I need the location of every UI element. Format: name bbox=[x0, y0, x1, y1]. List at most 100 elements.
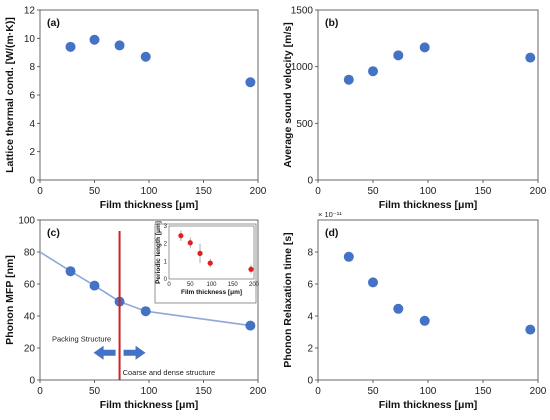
inset-x-tick-label: 0 bbox=[167, 282, 171, 288]
x-tick-label: 0 bbox=[315, 386, 321, 397]
y-tick-label: 500 bbox=[296, 119, 313, 130]
data-point bbox=[245, 320, 256, 331]
y-axis-label: Phonon MFP [nm] bbox=[4, 255, 16, 345]
data-point bbox=[89, 280, 100, 291]
panel-0: 0 50 100 150 200 0 2 4 6 8 10 12 Film thickness [μm]… bbox=[4, 6, 267, 212]
y-tick-label: 6 bbox=[307, 280, 313, 291]
data-point bbox=[245, 77, 256, 88]
x-tick-label: 150 bbox=[195, 186, 212, 197]
inset-data-point bbox=[187, 240, 193, 246]
inset-frame bbox=[168, 225, 255, 280]
y-tick-label: 12 bbox=[24, 6, 36, 17]
x-tick-label: 150 bbox=[195, 386, 212, 397]
inset-data-point bbox=[178, 233, 184, 239]
inset-y-axis-label: Periodic length [μm] bbox=[155, 221, 162, 284]
x-tick-label: 50 bbox=[89, 186, 101, 197]
data-point bbox=[89, 34, 100, 45]
x-tick-label: 50 bbox=[367, 186, 379, 197]
data-point bbox=[368, 66, 378, 77]
x-tick-label: 0 bbox=[315, 186, 321, 197]
y-tick-label: 0 bbox=[307, 376, 313, 387]
y-tick-label: 4 bbox=[29, 119, 35, 130]
data-point bbox=[419, 42, 430, 53]
plot-frame bbox=[39, 9, 259, 181]
inset-data-point bbox=[248, 266, 254, 272]
y-tick-label: 4 bbox=[307, 312, 313, 323]
x-tick-label: 50 bbox=[367, 386, 379, 397]
y-tick-label: 2 bbox=[307, 344, 313, 355]
y-tick-label: 80 bbox=[24, 248, 36, 259]
inset-y-tick-label: 1 bbox=[164, 259, 168, 265]
y-tick-label: 0 bbox=[29, 176, 35, 187]
data-point bbox=[140, 306, 151, 317]
data-point bbox=[114, 40, 125, 51]
panel-1: 0 50 100 150 200 0 500 1000 1500 Film thickness [… bbox=[282, 6, 547, 212]
x-axis-label: Film thickness [μm] bbox=[379, 199, 478, 211]
x-tick-label: 200 bbox=[250, 186, 267, 197]
x-axis-label: Film thickness [μm] bbox=[100, 199, 199, 211]
inset-box bbox=[154, 223, 257, 304]
inset-x-tick-label: 100 bbox=[206, 282, 217, 288]
plot-frame bbox=[317, 9, 539, 181]
inset-x-tick-label: 150 bbox=[228, 282, 239, 288]
inset-x-tick-label: 200 bbox=[249, 282, 260, 288]
inset-y-tick-label: 3 bbox=[164, 224, 168, 230]
data-point bbox=[65, 41, 76, 52]
panel-label: (d) bbox=[325, 227, 338, 239]
arrow-right-icon bbox=[123, 345, 146, 360]
x-tick-label: 100 bbox=[141, 386, 158, 397]
y-axis-label: Average sound velocity [m/s] bbox=[282, 22, 294, 168]
x-tick-label: 100 bbox=[141, 186, 158, 197]
x-tick-label: 100 bbox=[420, 186, 437, 197]
inset-x-axis-label: Film thickness [μm] bbox=[181, 289, 242, 296]
x-tick-label: 0 bbox=[37, 186, 43, 197]
data-point bbox=[368, 277, 378, 288]
data-point bbox=[525, 52, 536, 63]
x-axis-label: Film thickness [μm] bbox=[379, 399, 478, 411]
x-tick-label: 0 bbox=[37, 386, 43, 397]
y-tick-label: 8 bbox=[307, 248, 313, 259]
x-tick-label: 200 bbox=[530, 186, 547, 197]
y-tick-label: 60 bbox=[24, 280, 36, 291]
plot-frame bbox=[317, 219, 539, 381]
data-point bbox=[393, 303, 404, 314]
data-point bbox=[525, 324, 536, 335]
inset-chart: 0 50 100 150 200 0 1 2 3 Film thickness [μm] Perio… bbox=[154, 221, 260, 304]
data-point bbox=[140, 51, 151, 62]
x-tick-label: 50 bbox=[89, 386, 101, 397]
y-axis-label: Lattice thermal cond. [W/(m·K)] bbox=[4, 17, 16, 173]
y-tick-label: 2 bbox=[29, 147, 35, 158]
inset-data-point bbox=[207, 260, 213, 266]
y-scale-label: × 10⁻¹¹ bbox=[318, 210, 342, 219]
inset-data-point bbox=[197, 250, 203, 256]
x-tick-label: 200 bbox=[250, 386, 267, 397]
data-point bbox=[65, 266, 76, 277]
annotation-right: Coarse and dense structure bbox=[123, 368, 216, 377]
data-point bbox=[343, 251, 354, 262]
y-tick-label: 10 bbox=[24, 34, 36, 45]
y-tick-label: 8 bbox=[29, 62, 35, 73]
y-tick-label: 40 bbox=[24, 312, 36, 323]
x-axis-label: Film thickness [μm] bbox=[100, 399, 199, 411]
data-point bbox=[393, 50, 404, 61]
y-axis-label: Phonon Relaxation time [s] bbox=[282, 232, 294, 367]
inset-y-tick-label: 2 bbox=[164, 242, 168, 248]
x-tick-label: 100 bbox=[420, 386, 437, 397]
x-tick-label: 200 bbox=[530, 386, 547, 397]
data-point bbox=[419, 315, 430, 326]
x-tick-label: 150 bbox=[475, 386, 492, 397]
panel-label: (b) bbox=[325, 17, 338, 29]
trend-line bbox=[39, 251, 251, 327]
panel-label: (c) bbox=[47, 227, 60, 239]
panel-label: (a) bbox=[47, 17, 60, 29]
panel-3: 0 50 100 150 200 0 2 4 6 8 Film thickness [μm] Phon… bbox=[282, 210, 547, 411]
y-tick-label: 0 bbox=[29, 376, 35, 387]
y-tick-label: 1000 bbox=[291, 62, 314, 73]
data-point bbox=[343, 74, 354, 85]
y-tick-label: 20 bbox=[24, 344, 36, 355]
y-tick-label: 6 bbox=[29, 91, 35, 102]
annotation-left: Packing Structure bbox=[52, 335, 111, 344]
inset-y-tick-label: 0 bbox=[164, 277, 168, 283]
